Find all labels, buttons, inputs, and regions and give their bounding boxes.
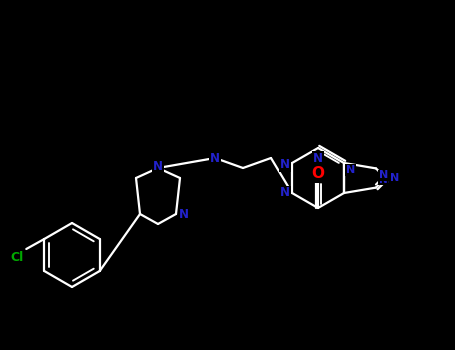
Text: N: N [346,165,355,175]
Text: N: N [280,187,290,199]
Text: Cl: Cl [10,251,23,264]
Text: N: N [379,170,388,180]
Text: N: N [153,161,163,174]
Text: N: N [313,152,323,165]
Text: N: N [280,159,290,172]
Text: O: O [312,167,324,182]
Text: N: N [210,152,220,164]
Text: N: N [179,208,189,220]
Text: N: N [389,173,399,183]
Text: NH: NH [379,175,396,184]
